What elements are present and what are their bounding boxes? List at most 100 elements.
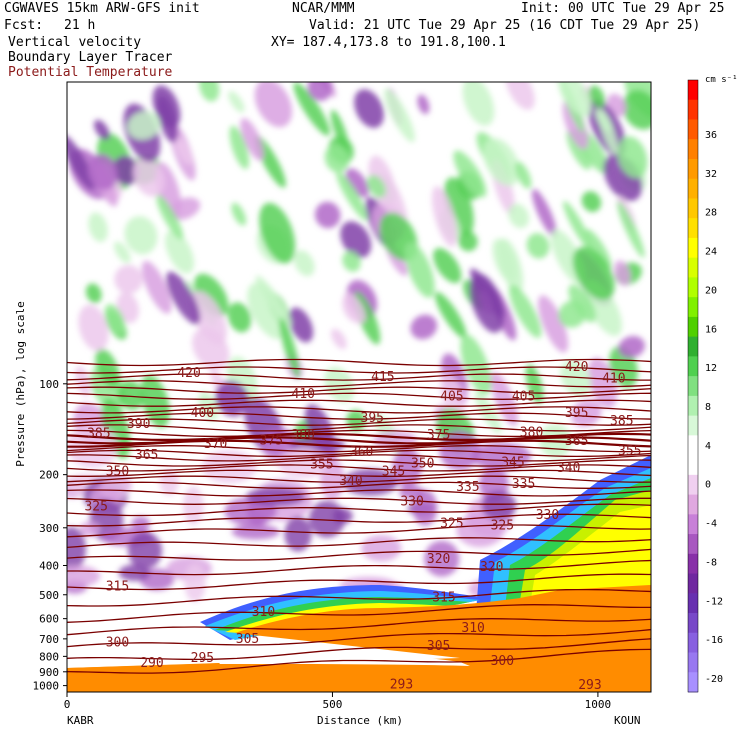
colorbar-label: 24 <box>705 247 717 258</box>
colorbar-swatch <box>688 652 698 673</box>
y-tick-label: 300 <box>39 522 59 535</box>
colorbar-swatch <box>688 80 698 101</box>
colorbar-swatch <box>688 178 698 199</box>
x-tick-label: 500 <box>323 698 343 711</box>
theta-label: 310 <box>252 605 275 620</box>
y-tick-label: 1000 <box>33 680 60 693</box>
theta-label: 395 <box>361 411 384 426</box>
colorbar-label: -20 <box>705 674 723 685</box>
endpoint-right: KOUN <box>614 714 641 727</box>
theta-label: 385 <box>610 414 633 429</box>
theta-label: 310 <box>461 621 484 636</box>
theta-label: 355 <box>618 444 641 459</box>
colorbar-swatch <box>688 99 698 120</box>
theta-label: 380 <box>292 428 315 443</box>
y-tick-label: 900 <box>39 666 59 679</box>
theta-label: 335 <box>512 477 535 492</box>
theta-label: 390 <box>127 417 150 432</box>
y-tick-label: 400 <box>39 560 59 573</box>
vertical-velocity-field <box>67 82 651 602</box>
colorbar-swatch <box>688 139 698 160</box>
y-axis-title: Pressure (hPa), log scale <box>14 301 27 467</box>
theta-label: 420 <box>177 366 200 381</box>
theta-label: 405 <box>512 389 535 404</box>
colorbar-swatch <box>688 237 698 259</box>
boundary-layer-tracer <box>67 455 651 692</box>
colorbar-swatch <box>688 455 698 476</box>
theta-label: 290 <box>140 656 163 671</box>
endpoint-left: KABR <box>67 714 94 727</box>
theta-label: 350 <box>411 457 434 472</box>
theta-label: 345 <box>501 455 524 470</box>
theta-label: 320 <box>480 560 503 575</box>
forecast-hour: 21 h <box>64 18 96 33</box>
theta-label: 325 <box>84 499 107 514</box>
theta-label: 360 <box>350 445 373 460</box>
center-label: NCAR/MMM <box>292 1 355 16</box>
colorbar-label: 28 <box>705 208 717 219</box>
colorbar-swatch <box>688 632 698 654</box>
theta-label: 365 <box>135 448 158 463</box>
theta-label: 305 <box>427 639 450 654</box>
colorbar-label: -4 <box>705 519 717 530</box>
colorbar-swatch <box>688 119 698 140</box>
colorbar-label: -16 <box>705 635 723 646</box>
y-tick-label: 800 <box>39 650 59 663</box>
x-tick-label: 0 <box>64 698 71 711</box>
colorbar-label: -8 <box>705 557 717 568</box>
theta-label: 405 <box>440 389 463 404</box>
theta-label: 370 <box>204 437 227 452</box>
colorbar-swatch <box>688 435 698 456</box>
colorbar-swatch <box>688 415 698 436</box>
colorbar-swatch <box>688 356 698 377</box>
colorbar-swatch <box>688 395 698 417</box>
colorbar-label: 8 <box>705 402 711 413</box>
theta-contour-labels: 420 415 420 410 410 405 405 400 395 395 390 385 385 3… <box>84 360 641 692</box>
colorbar-swatch <box>688 336 698 357</box>
theta-label: 315 <box>106 580 129 595</box>
theta-label: 420 <box>565 360 588 375</box>
colorbar-swatch <box>688 494 698 515</box>
field-label-potential-temperature: Potential Temperature <box>8 65 173 80</box>
theta-label: 345 <box>382 464 405 479</box>
theta-label: 410 <box>292 387 315 402</box>
colorbar-swatch <box>688 474 698 496</box>
theta-label: 335 <box>456 480 479 495</box>
theta-label: 305 <box>236 632 259 647</box>
theta-label: 410 <box>602 371 625 386</box>
y-tick-label: 700 <box>39 633 59 646</box>
theta-label: 355 <box>310 457 333 472</box>
y-tick-label: 200 <box>39 469 59 482</box>
colorbar-label: 12 <box>705 363 717 374</box>
theta-label: 400 <box>191 406 214 421</box>
theta-label: 325 <box>440 516 463 531</box>
colorbar: cm s⁻¹ 36 32 28 24 20 16 12 8 4 0 -4 -8 -12 -16 -20 <box>687 75 738 693</box>
colorbar-swatch <box>688 613 698 634</box>
theta-label: 293 <box>390 677 413 692</box>
theta-label: 365 <box>565 434 588 449</box>
colorbar-swatch <box>688 316 698 338</box>
theta-label: 340 <box>339 474 362 489</box>
colorbar-swatch <box>688 553 698 575</box>
theta-label: 315 <box>432 590 455 605</box>
field-label-vertical-velocity: Vertical velocity <box>8 35 142 50</box>
colorbar-swatch <box>688 376 698 397</box>
theta-label: 375 <box>427 428 450 443</box>
theta-label: 330 <box>536 508 559 523</box>
forecast-label: Fcst: <box>4 18 44 33</box>
colorbar-swatch <box>688 198 698 219</box>
colorbar-label: 16 <box>705 324 717 335</box>
theta-label: 295 <box>191 651 214 666</box>
init-time: Init: 00 UTC Tue 29 Apr 25 <box>521 1 725 16</box>
colorbar-swatch <box>688 534 698 555</box>
theta-label: 300 <box>106 636 129 651</box>
x-axis-title: Distance (km) <box>317 714 403 727</box>
field-label-bl-tracer: Boundary Layer Tracer <box>8 50 173 65</box>
cross-section-coords: XY= 187.4,173.8 to 191.8,100.1 <box>271 35 506 50</box>
theta-label: 350 <box>106 464 129 479</box>
valid-time: Valid: 21 UTC Tue 29 Apr 25 (16 CDT Tue … <box>309 18 701 33</box>
theta-label: 300 <box>491 654 514 669</box>
colorbar-label: 36 <box>705 130 717 141</box>
